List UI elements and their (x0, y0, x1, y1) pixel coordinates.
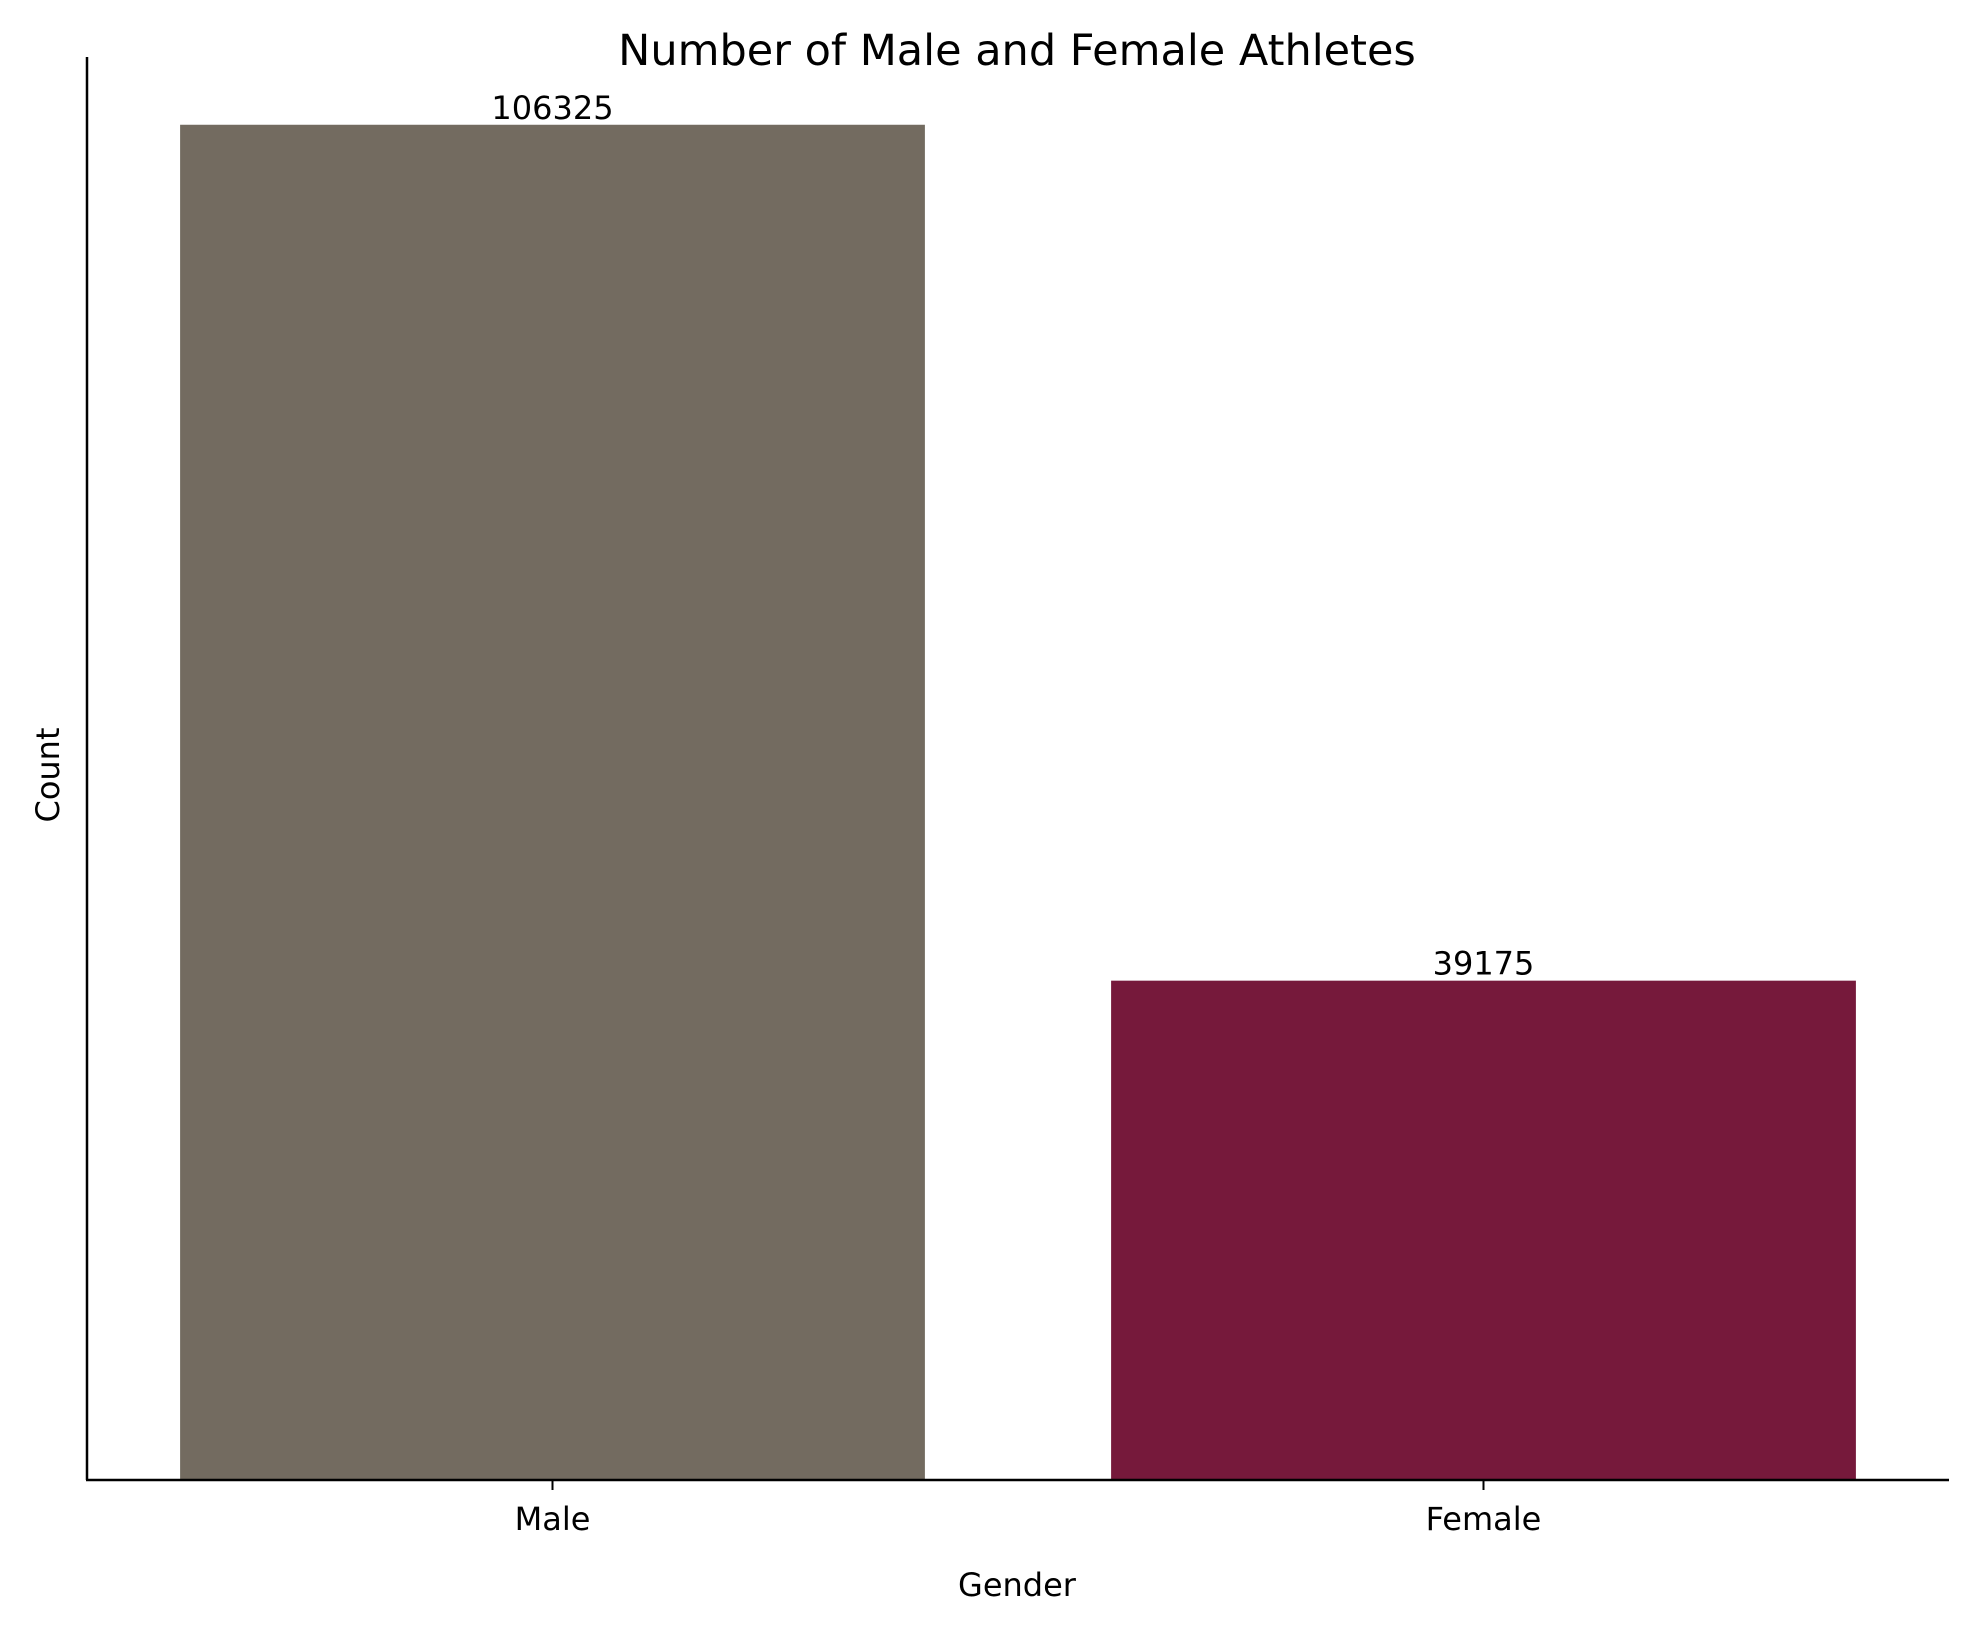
x-axis-label: Gender (958, 1566, 1077, 1604)
data-label-female: 39175 (1433, 945, 1535, 983)
bar-male (180, 124, 925, 1480)
x-tick-label-female: Female (1426, 1500, 1542, 1538)
bar-female (1111, 980, 1856, 1480)
data-label-male: 106325 (491, 89, 613, 127)
x-ticks-group: Male Female (515, 1480, 1542, 1538)
y-axis-label: Count (29, 727, 67, 822)
chart-title: Number of Male and Female Athletes (618, 26, 1416, 76)
data-labels-group: 106325 39175 (491, 89, 1534, 983)
x-tick-label-male: Male (515, 1500, 591, 1538)
bars-group (180, 124, 1856, 1480)
